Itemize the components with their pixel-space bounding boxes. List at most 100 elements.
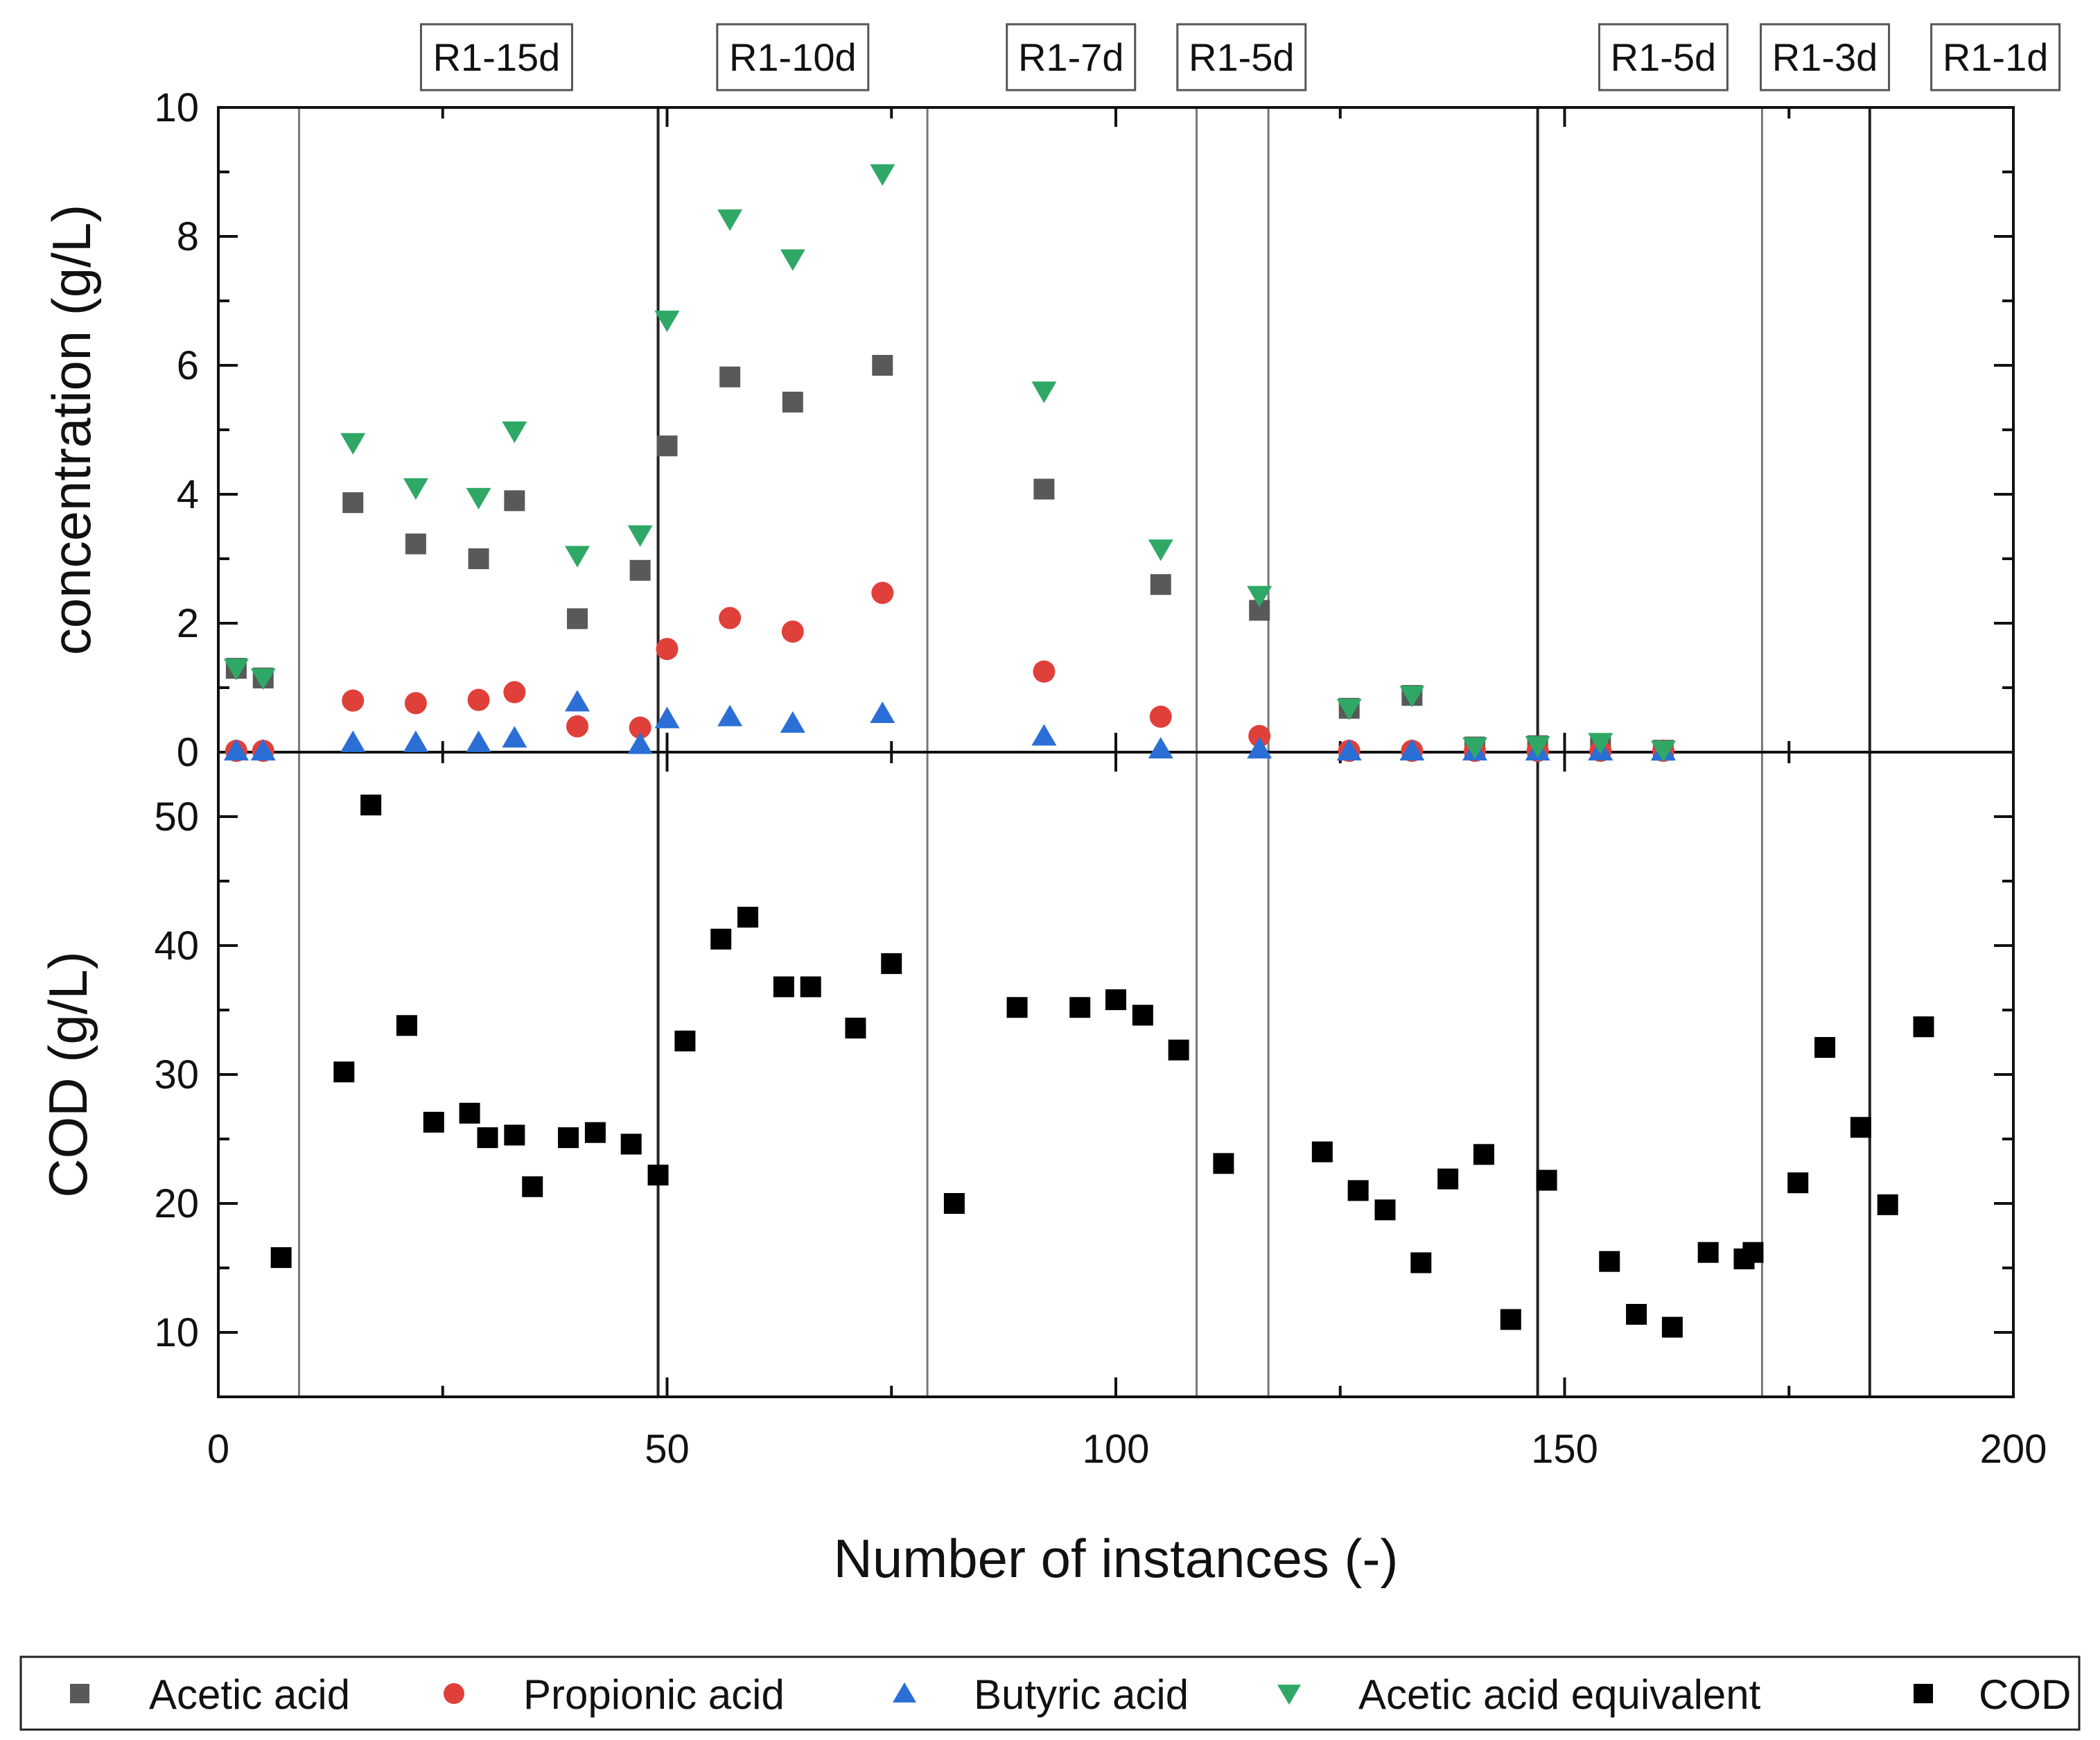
phase-label: R1-7d bbox=[1018, 35, 1124, 79]
cod-point bbox=[558, 1127, 579, 1149]
acetic-acid-equivalent-point bbox=[502, 421, 527, 444]
cod-point bbox=[1132, 1004, 1153, 1026]
propionic-acid-point bbox=[1149, 705, 1172, 728]
acetic-acid-equivalent-point bbox=[717, 209, 743, 232]
legend: Acetic acid Propionic acid Butyric acid Ace… bbox=[19, 1655, 2081, 1731]
propionic-acid-point bbox=[342, 689, 365, 712]
acetic-acid-equivalent-point bbox=[627, 525, 653, 547]
butyric-acid-point bbox=[1148, 737, 1173, 759]
cod-point bbox=[1787, 1172, 1809, 1194]
butyric-acid-point bbox=[870, 701, 895, 723]
propionic-acid-point bbox=[1033, 660, 1056, 683]
phase-label-box bbox=[1006, 23, 1137, 92]
cod-point bbox=[1374, 1199, 1396, 1221]
cod-point bbox=[800, 976, 821, 998]
butyric-acid-point bbox=[466, 730, 491, 752]
acetic-acid-equivalent-point bbox=[870, 164, 895, 186]
cod-point bbox=[522, 1176, 543, 1197]
y-tick-label-bottom: 50 bbox=[154, 794, 199, 839]
cod-point bbox=[1213, 1153, 1234, 1174]
butyric-acid-point bbox=[340, 730, 366, 752]
cod-point bbox=[710, 928, 732, 950]
cod-point bbox=[1473, 1144, 1494, 1165]
cod-point bbox=[674, 1030, 696, 1052]
legend-marker-cod bbox=[1914, 1684, 1933, 1703]
x-tick-label: 0 bbox=[207, 1427, 229, 1472]
acetic-acid-equivalent-point bbox=[1247, 586, 1272, 608]
acetic-acid-point bbox=[656, 435, 678, 457]
acetic-acid-point bbox=[872, 355, 893, 376]
cod-point bbox=[584, 1122, 606, 1143]
legend-marker-propionic-acid bbox=[444, 1683, 464, 1704]
acetic-acid-equivalent-point bbox=[1650, 740, 1676, 763]
phase-label: R1-1d bbox=[1943, 35, 2049, 79]
propionic-acid-point bbox=[719, 607, 742, 629]
cod-point bbox=[1410, 1252, 1432, 1273]
acetic-acid-equivalent-point bbox=[1588, 733, 1613, 755]
phase-labels: R1-15d R1-10d R1-7d R1-5d R1-5d R1-3d R1-1d bbox=[419, 23, 2061, 92]
cod-point bbox=[1850, 1117, 1871, 1138]
butyric-acid-point bbox=[1031, 724, 1057, 746]
phase-label: R1-10d bbox=[729, 35, 857, 79]
acetic-acid-equivalent-point bbox=[223, 659, 249, 681]
acetic-acid-equivalent-point bbox=[1148, 539, 1173, 562]
cod-point bbox=[1661, 1316, 1683, 1338]
cod-point bbox=[773, 976, 794, 998]
y-tick-label-top: 8 bbox=[177, 214, 199, 259]
phase-label-box bbox=[1598, 23, 1729, 92]
data-points bbox=[223, 164, 1934, 1338]
cod-point bbox=[1347, 1180, 1369, 1201]
legend-label-acetic-acid: Acetic acid bbox=[149, 1671, 350, 1718]
phase-label-box bbox=[1930, 23, 2061, 92]
cod-point bbox=[881, 953, 902, 975]
butyric-acid-point bbox=[1399, 738, 1425, 760]
phase-label-box bbox=[419, 23, 573, 92]
cod-point bbox=[477, 1127, 498, 1149]
legend-label-butyric-acid: Butyric acid bbox=[974, 1671, 1189, 1718]
phase-label: R1-15d bbox=[433, 35, 561, 79]
y-tick-label-bottom: 20 bbox=[154, 1181, 199, 1226]
cod-point bbox=[1311, 1141, 1333, 1163]
y-tick-label-bottom: 30 bbox=[154, 1052, 199, 1097]
acetic-acid-point bbox=[629, 559, 651, 581]
x-axis-title: Number of instances (-) bbox=[834, 1528, 1399, 1589]
y-tick-label-bottom: 10 bbox=[154, 1310, 199, 1355]
legend-marker-butyric-acid bbox=[893, 1682, 916, 1703]
acetic-acid-equivalent-point bbox=[466, 487, 491, 510]
acetic-acid-point bbox=[719, 366, 741, 388]
phase-label-box bbox=[716, 23, 870, 92]
butyric-acid-point bbox=[654, 706, 680, 729]
cod-point bbox=[1742, 1242, 1764, 1263]
cod-point bbox=[1536, 1169, 1557, 1191]
butyric-acid-point bbox=[565, 690, 590, 712]
acetic-acid-point bbox=[405, 533, 426, 555]
cod-point bbox=[1877, 1194, 1898, 1215]
legend-label-acetic-acid-equivalent: Acetic acid equivalent bbox=[1358, 1671, 1761, 1718]
acetic-acid-equivalent-point bbox=[1031, 381, 1057, 403]
acetic-acid-equivalent-point bbox=[1336, 698, 1362, 721]
cod-point bbox=[1500, 1309, 1521, 1330]
x-tick-label: 200 bbox=[1980, 1427, 2047, 1472]
propionic-acid-point bbox=[629, 716, 651, 739]
acetic-acid-equivalent-point bbox=[1525, 736, 1550, 758]
y-tick-label-top: 2 bbox=[177, 601, 199, 646]
butyric-acid-point bbox=[1247, 737, 1272, 759]
cod-point bbox=[1913, 1016, 1934, 1038]
propionic-acid-point bbox=[503, 681, 526, 704]
cod-point bbox=[1069, 997, 1091, 1018]
cod-point bbox=[333, 1061, 355, 1083]
acetic-acid-point bbox=[1150, 574, 1171, 595]
y-tick-label-top: 10 bbox=[154, 85, 199, 130]
phase-label: R1-5d bbox=[1189, 35, 1295, 79]
acetic-acid-equivalent-point bbox=[1462, 737, 1487, 759]
legend-label-cod: COD bbox=[1979, 1671, 2071, 1718]
propionic-acid-point bbox=[1248, 724, 1271, 747]
acetic-acid-equivalent-point bbox=[250, 668, 276, 690]
legend-marker-acetic-acid-equivalent bbox=[1277, 1685, 1301, 1705]
bottom-panel-frame bbox=[217, 751, 2015, 1398]
acetic-acid-point bbox=[468, 548, 489, 569]
propionic-acid-point bbox=[871, 582, 894, 604]
butyric-acid-point bbox=[223, 738, 249, 760]
cod-point bbox=[845, 1018, 866, 1039]
y-tick-label-bottom: 40 bbox=[154, 923, 199, 968]
